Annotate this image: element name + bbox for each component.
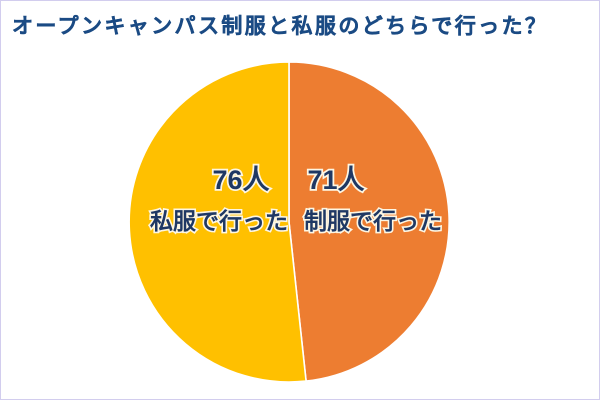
svg-text:76人: 76人 [212,165,269,195]
svg-text:71人: 71人 [307,165,364,195]
svg-text:私服で行った: 私服で行った [150,208,288,234]
svg-text:制服で行った: 制服で行った [304,208,442,234]
